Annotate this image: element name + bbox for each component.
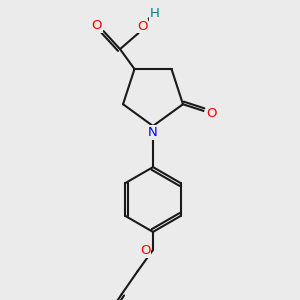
- Text: O: O: [140, 244, 151, 257]
- Text: H: H: [149, 7, 159, 20]
- Text: O: O: [137, 20, 148, 32]
- Text: O: O: [92, 19, 102, 32]
- Text: N: N: [148, 126, 158, 139]
- Text: O: O: [206, 107, 217, 120]
